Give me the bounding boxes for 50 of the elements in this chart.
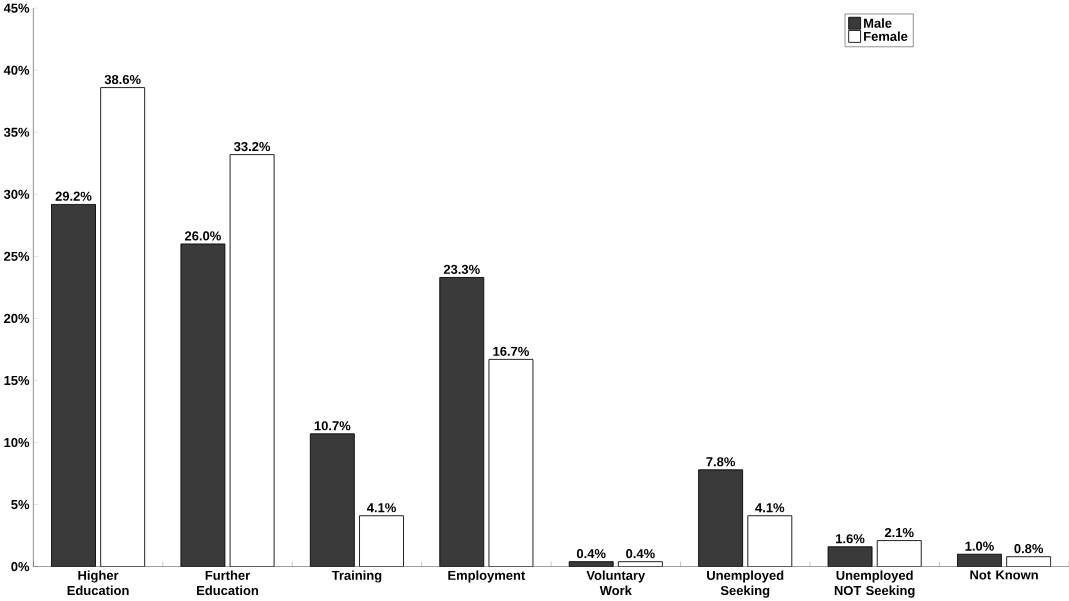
y-tick-label: 45% [3, 3, 30, 13]
y-tick-label: 5% [11, 499, 30, 509]
data-label: 38.6% [104, 74, 141, 84]
x-tick-label: Voluntary Work [586, 570, 646, 595]
x-tick-label: Unemployed NOT Seeking [834, 570, 915, 598]
data-label: 1.6% [836, 534, 865, 544]
bar [359, 515, 404, 567]
data-label: 26.0% [184, 231, 221, 241]
bar [51, 203, 96, 567]
bar [488, 358, 534, 567]
data-label: 4.1% [366, 503, 396, 513]
bar [180, 243, 226, 567]
bar [100, 87, 146, 567]
data-label: 0.4% [576, 548, 606, 559]
bar [1006, 556, 1052, 567]
x-tick-label: Not Known [970, 570, 1038, 580]
bar [439, 276, 485, 567]
y-tick-label: 40% [3, 65, 30, 75]
x-tick-label: Unemployed Seeking [707, 570, 784, 598]
y-tick-label: 20% [4, 313, 30, 323]
data-label: 4.1% [755, 503, 785, 513]
data-label: 7.8% [706, 457, 736, 467]
y-tick-label: 25% [4, 251, 30, 261]
data-label: 29.2% [55, 191, 92, 201]
x-tick-label: Further Education [197, 570, 259, 595]
y-tick-label: 10% [4, 437, 30, 447]
bar [617, 561, 663, 567]
y-tick-label: 15% [4, 375, 30, 385]
x-tick-label: Employment [448, 570, 526, 583]
x-tick-label: Training [331, 570, 382, 583]
y-tick-label: 0% [11, 561, 30, 572]
y-tick-label: 30% [3, 189, 30, 199]
bar [827, 546, 873, 567]
bar [229, 154, 275, 567]
data-label: 2.1% [884, 527, 914, 537]
data-label: 10.7% [314, 421, 351, 431]
data-label: 0.8% [1014, 543, 1044, 554]
x-tick-label: Higher Education [67, 570, 129, 595]
data-label: 1.0% [965, 541, 994, 551]
data-label: 0.4% [626, 548, 655, 559]
data-label: 16.7% [493, 346, 529, 356]
bar [698, 469, 744, 567]
y-tick-label: 35% [3, 127, 30, 137]
bar [747, 515, 793, 567]
legend-label: Male [864, 18, 892, 28]
bar [309, 433, 355, 567]
bar [876, 539, 922, 567]
data-label: 23.3% [443, 264, 480, 274]
legend-label: Female [864, 31, 908, 41]
data-label: 33.2% [234, 141, 271, 152]
